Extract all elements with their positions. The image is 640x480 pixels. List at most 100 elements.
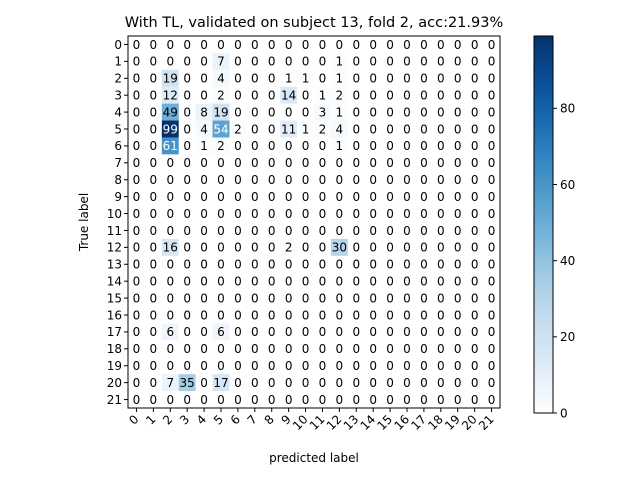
cell-value: 0 (200, 173, 208, 187)
cell-value: 0 (420, 258, 428, 272)
cell-value: 0 (319, 55, 327, 69)
cell-value: 0 (420, 190, 428, 204)
heatmap-cell (178, 374, 196, 392)
cell-value: 0 (403, 342, 411, 356)
heatmap-cell (246, 238, 264, 257)
heatmap-cell (466, 36, 484, 54)
cell-value: 0 (386, 207, 394, 221)
heatmap-cell (246, 323, 264, 341)
cell-value: 0 (369, 308, 377, 322)
cell-value: 0 (437, 207, 445, 221)
cell-value: 0 (386, 55, 394, 69)
y-tick-label: 7 (114, 156, 122, 170)
cell-value: 0 (319, 156, 327, 170)
cell-value: 0 (234, 258, 242, 272)
heatmap-cell (381, 238, 399, 257)
cell-value: 0 (471, 55, 479, 69)
heatmap-cell (364, 52, 382, 71)
cell-value: 35 (180, 376, 195, 390)
cell-value: 0 (352, 291, 360, 305)
cell-value: 6 (217, 325, 225, 339)
cell-value: 0 (200, 376, 208, 390)
cell-value: 0 (150, 274, 158, 288)
heatmap-cell (483, 154, 501, 172)
heatmap-cell (195, 289, 213, 307)
heatmap-cell (314, 391, 332, 409)
cell-value: 0 (420, 241, 428, 255)
heatmap-cell (381, 289, 399, 307)
cell-value: 7 (217, 55, 225, 69)
cell-value: 0 (471, 342, 479, 356)
cell-value: 0 (133, 393, 141, 407)
heatmap-cell (483, 238, 501, 257)
cell-value: 0 (183, 190, 191, 204)
heatmap-cell (144, 255, 163, 274)
cell-value: 0 (488, 190, 496, 204)
cell-value: 0 (488, 393, 496, 407)
cell-value: 0 (386, 241, 394, 255)
heatmap-cell (449, 255, 467, 274)
heatmap-cell (229, 222, 247, 240)
cell-value: 0 (302, 291, 310, 305)
heatmap-cell (364, 103, 382, 121)
heatmap-cell (128, 120, 146, 138)
cell-value: 0 (471, 207, 479, 221)
cell-value: 0 (150, 139, 158, 153)
cell-value: 0 (403, 258, 411, 272)
heatmap-cell (161, 238, 180, 257)
heatmap-cell (466, 222, 484, 240)
cell-value: 0 (285, 359, 293, 373)
cell-value: 0 (302, 258, 310, 272)
heatmap-cell (483, 120, 501, 138)
heatmap-cell (246, 374, 264, 392)
heatmap-cell (483, 391, 501, 409)
heatmap-cell (144, 222, 163, 240)
cell-value: 0 (454, 156, 462, 170)
cell-value: 0 (437, 122, 445, 136)
cell-value: 54 (213, 122, 228, 136)
chart-title: With TL, validated on subject 13, fold 2… (125, 15, 504, 31)
heatmap-cell (195, 120, 213, 138)
cell-value: 0 (285, 291, 293, 305)
cell-value: 0 (488, 156, 496, 170)
y-tick-label: 18 (107, 342, 122, 356)
cell-value: 0 (251, 207, 259, 221)
heatmap-cell (263, 52, 281, 71)
heatmap-cell (297, 154, 315, 172)
cell-value: 0 (234, 55, 242, 69)
heatmap-cell (297, 86, 315, 104)
heatmap-cell (314, 222, 332, 240)
cell-value: 0 (133, 139, 141, 153)
heatmap-cell (381, 69, 399, 88)
cell-value: 0 (217, 156, 225, 170)
cell-value: 0 (234, 190, 242, 204)
y-tick-label: 1 (114, 55, 122, 69)
y-axis-label: True label (77, 193, 91, 252)
heatmap-cell (347, 238, 366, 257)
heatmap-cell (347, 137, 366, 155)
cell-value: 0 (166, 156, 174, 170)
heatmap-cell (314, 188, 332, 206)
heatmap-cell (144, 306, 163, 324)
heatmap-cell (398, 154, 416, 172)
heatmap-cell (144, 188, 163, 206)
y-tick-label: 5 (114, 122, 122, 136)
heatmap-cell (432, 374, 450, 392)
heatmap-cell (161, 222, 180, 240)
heatmap-cell (415, 323, 433, 341)
cell-value: 0 (234, 393, 242, 407)
cell-value: 0 (352, 139, 360, 153)
cell-value: 0 (471, 393, 479, 407)
heatmap-cell (432, 272, 450, 290)
cell-value: 0 (251, 173, 259, 187)
cell-value: 0 (319, 72, 327, 86)
heatmap-cell (128, 103, 146, 121)
heatmap-cell (144, 154, 163, 172)
cell-value: 0 (437, 173, 445, 187)
cell-value: 0 (454, 207, 462, 221)
heatmap-cell (144, 374, 163, 392)
cell-value: 0 (454, 105, 462, 119)
heatmap-cell (483, 86, 501, 104)
cell-value: 0 (369, 122, 377, 136)
